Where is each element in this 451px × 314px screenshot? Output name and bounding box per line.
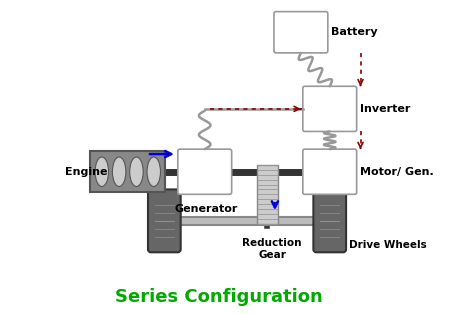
Ellipse shape xyxy=(130,157,143,187)
FancyBboxPatch shape xyxy=(313,189,346,252)
Ellipse shape xyxy=(147,157,161,187)
Text: Series Configuration: Series Configuration xyxy=(115,289,323,306)
FancyBboxPatch shape xyxy=(148,189,181,252)
Ellipse shape xyxy=(112,157,126,187)
Text: Drive Wheels: Drive Wheels xyxy=(349,241,427,251)
FancyBboxPatch shape xyxy=(274,12,328,53)
Text: Motor/ Gen.: Motor/ Gen. xyxy=(359,167,433,177)
Text: Battery: Battery xyxy=(331,27,377,37)
Text: Reduction
Gear: Reduction Gear xyxy=(242,238,302,260)
Bar xyxy=(90,151,166,192)
Text: Generator: Generator xyxy=(175,204,238,214)
FancyBboxPatch shape xyxy=(303,86,357,132)
FancyBboxPatch shape xyxy=(178,149,232,194)
Ellipse shape xyxy=(95,157,109,187)
Text: Engine: Engine xyxy=(65,167,108,177)
FancyBboxPatch shape xyxy=(303,149,357,194)
Text: Inverter: Inverter xyxy=(359,104,410,114)
Bar xyxy=(257,165,278,224)
